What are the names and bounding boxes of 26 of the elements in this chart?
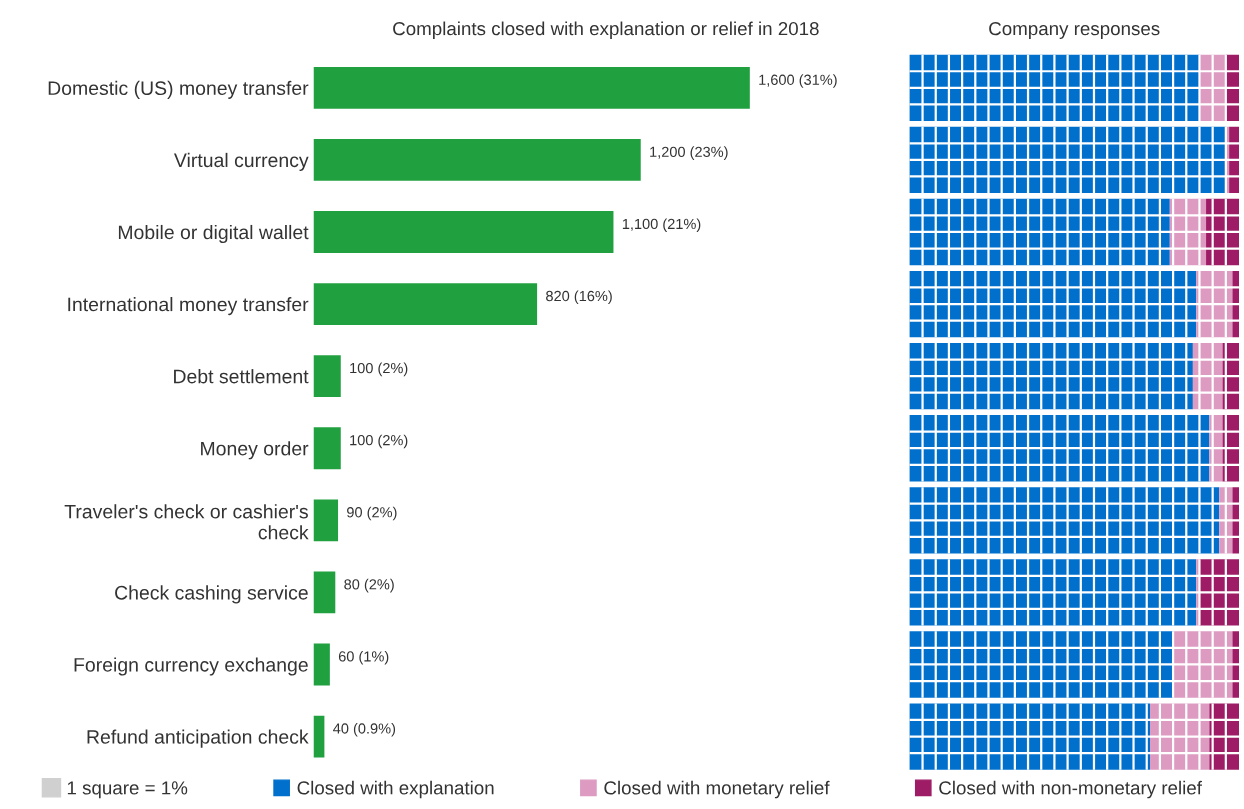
data-label: 90 (2%): [347, 506, 397, 521]
data-label: 1,100 (21%): [622, 218, 701, 232]
y-tick-label: Debt settlement: [174, 369, 309, 384]
y-tick-label: Check cashing service: [115, 585, 308, 604]
chart-title: Company responses: [989, 22, 1160, 39]
y-tick-label: Virtual currency: [173, 152, 309, 171]
data-label: 80 (2%): [344, 578, 394, 593]
data-label: 40 (0.9%): [333, 722, 396, 737]
data-label: 820 (16%): [546, 290, 612, 305]
legend-label: Closed with non-monetary relief: [939, 780, 1202, 799]
y-tick-label: Foreign currency exchange: [74, 657, 308, 676]
data-label: 1,200 (23%): [650, 146, 728, 160]
y-tick-label: Domestic (US) money transfer: [48, 80, 309, 99]
data-label: 100 (2%): [350, 362, 408, 377]
data-label: 100 (2%): [350, 434, 408, 449]
y-tick-label: International money transfer: [68, 297, 309, 316]
legend-label: Closed with monetary relief: [604, 780, 830, 799]
y-tick-label: Mobile or digital wallet: [118, 224, 309, 244]
data-label: 1,600 (31%): [759, 74, 837, 88]
y-tick-label: Money order: [201, 441, 309, 460]
data-label: 60 (1%): [338, 650, 389, 665]
y-tick-label: Traveler's check or cashier's check: [64, 504, 309, 540]
y-tick-label: Refund anticipation check: [87, 729, 309, 748]
legend-label: Closed with explanation: [297, 780, 494, 799]
text: 1 square = 1%: [67, 781, 188, 799]
chart-title: Complaints closed with explanation or relief in 2018: [393, 21, 819, 39]
